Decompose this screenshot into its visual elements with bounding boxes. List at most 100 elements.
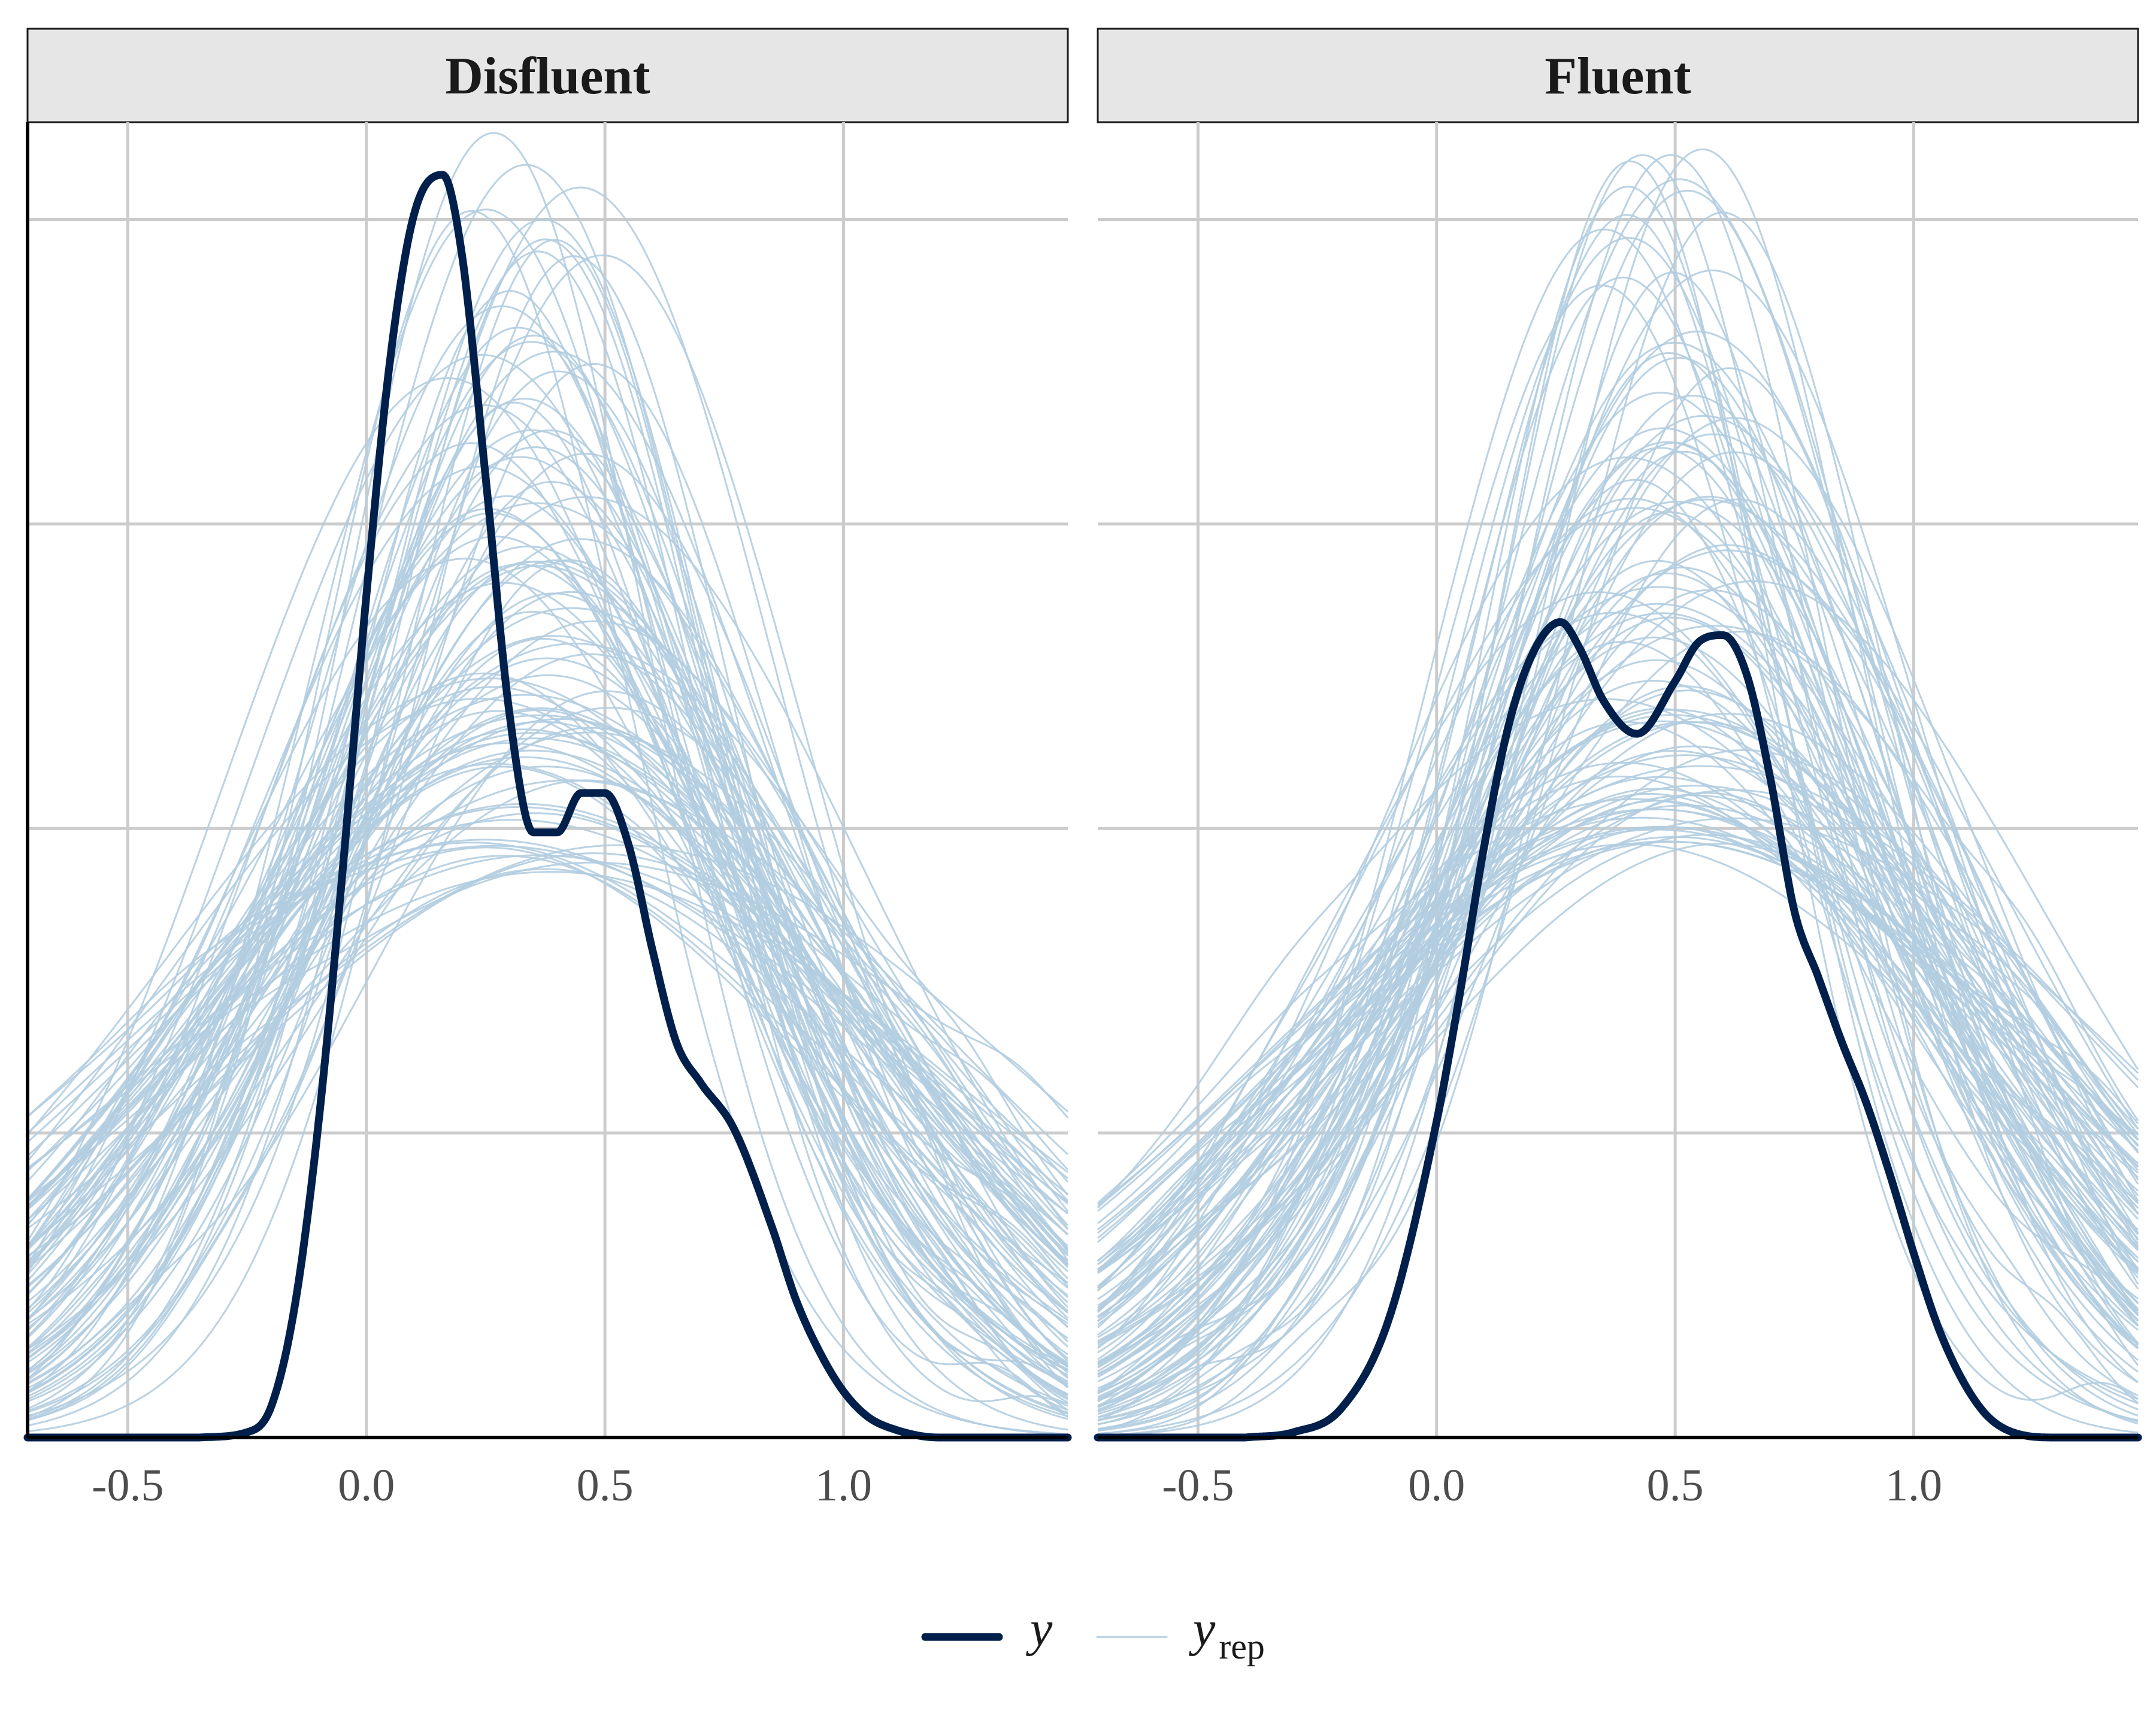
x-tick-label: 1.0 bbox=[815, 1460, 872, 1511]
yrep-curve bbox=[26, 819, 1068, 1195]
yrep-curve bbox=[1097, 189, 2139, 1430]
yrep-curve bbox=[1097, 433, 2139, 1408]
yrep-curve bbox=[27, 481, 1068, 1399]
yrep-curve bbox=[26, 721, 1069, 1252]
yrep-curve bbox=[1097, 451, 2139, 1408]
yrep-curve bbox=[1097, 834, 2139, 1307]
yrep-curve bbox=[1097, 479, 2139, 1411]
yrep-curve bbox=[26, 707, 1068, 1289]
yrep-curve bbox=[1097, 589, 2139, 1346]
yrep-curve bbox=[1097, 580, 2139, 1363]
x-tick-label: -0.5 bbox=[92, 1460, 163, 1511]
yrep-curve bbox=[1097, 636, 2139, 1365]
yrep-curve bbox=[26, 404, 1068, 1372]
yrep-curve bbox=[26, 535, 1069, 1374]
yrep-curve bbox=[26, 846, 1069, 1284]
yrep-curve bbox=[27, 238, 1068, 1431]
yrep-curve bbox=[26, 842, 1069, 1254]
yrep-curve bbox=[27, 401, 1068, 1420]
yrep-curve bbox=[1097, 414, 2139, 1398]
x-tick-label: -0.5 bbox=[1162, 1460, 1234, 1511]
yrep-curve bbox=[26, 502, 1069, 1265]
x-tick-label: 0.0 bbox=[338, 1460, 395, 1511]
yrep-curve bbox=[1097, 214, 2139, 1421]
yrep-curve bbox=[1097, 713, 2139, 1344]
yrep-curve bbox=[27, 812, 1068, 1235]
yrep-curve bbox=[26, 718, 1069, 1230]
yrep-curve bbox=[1097, 841, 2139, 1243]
yrep-series bbox=[1097, 148, 2139, 1437]
yrep-curve bbox=[1097, 603, 2139, 1314]
yrep-curve bbox=[27, 727, 1069, 1325]
yrep-curve bbox=[27, 620, 1069, 1303]
yrep-curve bbox=[1097, 765, 2139, 1230]
yrep-curve bbox=[1097, 507, 2139, 1311]
panel-disfluent: Disfluent -0.5 0.0 0.5 1.0 bbox=[23, 28, 1072, 1511]
panel-title: Disfluent bbox=[445, 47, 650, 105]
yrep-curve bbox=[26, 756, 1069, 1251]
yrep-curve bbox=[26, 545, 1068, 1355]
yrep-curve bbox=[1097, 160, 2139, 1422]
yrep-curve bbox=[1097, 800, 2139, 1325]
yrep-curve bbox=[27, 370, 1068, 1390]
legend-item-y: y bbox=[921, 1601, 1053, 1657]
legend-item-yrep: y rep bbox=[1096, 1601, 1265, 1666]
y-observed-curve bbox=[23, 171, 1072, 1442]
yrep-curve bbox=[1097, 559, 2139, 1402]
panel-strip bbox=[1097, 28, 2139, 123]
yrep-curve bbox=[26, 607, 1069, 1275]
yrep-curve bbox=[1097, 441, 2139, 1432]
panel-title: Fluent bbox=[1545, 47, 1691, 105]
yrep-curve bbox=[27, 326, 1068, 1415]
x-tick-label: 0.0 bbox=[1408, 1460, 1465, 1511]
yrep-curve bbox=[1097, 456, 2139, 1328]
yrep-curve bbox=[1097, 501, 2139, 1368]
panel-fluent: Fluent -0.5 0.0 0.5 1.0 bbox=[1094, 28, 2142, 1511]
yrep-series bbox=[26, 132, 1069, 1436]
yrep-curve bbox=[27, 871, 1068, 1173]
yrep-curve bbox=[1097, 761, 2139, 1271]
yrep-curve bbox=[1097, 679, 2139, 1360]
yrep-curve bbox=[27, 637, 1068, 1365]
yrep-curve bbox=[27, 132, 1068, 1436]
yrep-curve bbox=[26, 354, 1068, 1397]
yrep-curve bbox=[1097, 271, 2139, 1437]
yrep-curve bbox=[27, 559, 1068, 1414]
legend-label: y bbox=[1025, 1601, 1053, 1657]
yrep-curve bbox=[26, 496, 1069, 1314]
yrep-curve bbox=[1097, 788, 2139, 1312]
yrep-curve bbox=[26, 672, 1068, 1367]
yrep-curve bbox=[1097, 808, 2139, 1212]
yrep-curve bbox=[27, 653, 1069, 1320]
yrep-curve bbox=[1097, 789, 2139, 1274]
yrep-curve bbox=[1097, 270, 2139, 1413]
yrep-curve bbox=[27, 731, 1069, 1269]
yrep-curve bbox=[1097, 659, 2139, 1372]
yrep-curve bbox=[1097, 792, 2139, 1366]
x-tick-label: 0.5 bbox=[577, 1460, 634, 1511]
yrep-curve bbox=[1097, 775, 2139, 1273]
yrep-curve bbox=[1097, 721, 2139, 1309]
yrep-curve bbox=[1097, 549, 2139, 1369]
yrep-curve bbox=[26, 839, 1068, 1214]
yrep-curve bbox=[27, 334, 1068, 1393]
yrep-curve bbox=[1097, 511, 2139, 1412]
yrep-curve bbox=[1097, 441, 2139, 1400]
yrep-curve bbox=[1097, 808, 2139, 1261]
yrep-curve bbox=[27, 707, 1069, 1350]
yrep-curve bbox=[26, 698, 1069, 1287]
yrep-curve bbox=[1097, 843, 2139, 1239]
yrep-curve bbox=[1097, 178, 2139, 1419]
yrep-curve bbox=[26, 377, 1068, 1414]
x-tick-label: 0.5 bbox=[1647, 1460, 1704, 1511]
yrep-curve bbox=[1097, 450, 2139, 1394]
yrep-curve bbox=[1097, 276, 2139, 1426]
yrep-curve bbox=[1097, 685, 2139, 1375]
yrep-curve bbox=[1097, 148, 2139, 1421]
yrep-curve bbox=[1097, 186, 2139, 1435]
yrep-curve bbox=[27, 350, 1069, 1374]
yrep-curve bbox=[27, 591, 1068, 1359]
legend-label: y rep bbox=[1188, 1601, 1265, 1666]
yrep-curve bbox=[26, 561, 1069, 1295]
